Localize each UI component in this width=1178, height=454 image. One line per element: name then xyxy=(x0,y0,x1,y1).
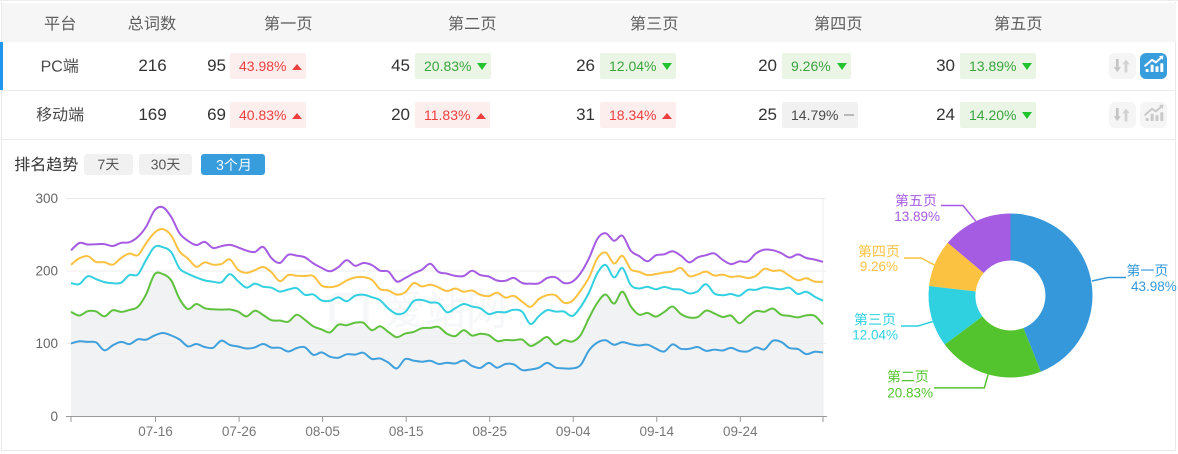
svg-text:08-25: 08-25 xyxy=(472,424,507,439)
svg-text:09-04: 09-04 xyxy=(556,424,591,439)
svg-text:20.83%: 20.83% xyxy=(887,386,933,401)
svg-text:12.04%: 12.04% xyxy=(852,328,898,343)
svg-text:300: 300 xyxy=(35,191,58,206)
svg-text:0: 0 xyxy=(50,409,58,424)
svg-text:200: 200 xyxy=(35,264,58,279)
svg-text:100: 100 xyxy=(35,336,58,351)
svg-text:13.89%: 13.89% xyxy=(894,209,940,224)
svg-text:08-05: 08-05 xyxy=(305,424,340,439)
svg-text:09-24: 09-24 xyxy=(723,424,758,439)
svg-text:07-26: 07-26 xyxy=(222,424,257,439)
svg-text:43.98%: 43.98% xyxy=(1131,279,1177,294)
svg-text:9.26%: 9.26% xyxy=(860,259,898,274)
svg-text:09-14: 09-14 xyxy=(640,424,675,439)
svg-text:08-15: 08-15 xyxy=(389,424,424,439)
svg-text:07-16: 07-16 xyxy=(138,424,173,439)
